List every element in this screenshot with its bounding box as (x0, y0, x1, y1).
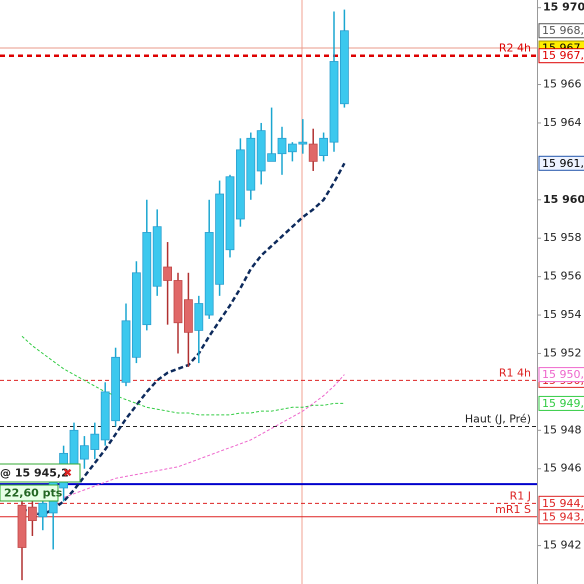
order-box[interactable]: @ 15 945,2 ✖ 22,60 pts (0, 463, 81, 502)
candle-body (38, 502, 48, 518)
level-name: R1 4h (499, 366, 531, 379)
y-tick-label: 15 966 (543, 78, 582, 91)
price-tag (538, 395, 584, 411)
order-size: 22,60 pts (4, 487, 63, 500)
candle-body (90, 433, 100, 450)
candle-body (183, 299, 193, 333)
candle-body (277, 137, 287, 155)
candle-body (131, 272, 141, 358)
candle-body (308, 143, 318, 162)
price-tag-label: 15 949,4 (542, 397, 584, 410)
y-tick-label: 15 970 (543, 1, 584, 14)
y-tick-label: 15 942 (543, 539, 582, 552)
candle-body (329, 61, 339, 143)
candle-body (111, 356, 120, 422)
y-tick-label: 15 954 (543, 308, 582, 321)
candle-body (194, 303, 204, 331)
price-tag (538, 509, 584, 525)
candle-body (246, 137, 256, 191)
y-tick-label: 15 964 (543, 116, 582, 129)
price-tag-label: 15 968,8 (542, 24, 584, 37)
candle-body (204, 232, 214, 316)
order-price: @ 15 945,2 (0, 467, 69, 480)
candle-body (69, 429, 79, 470)
candle-body (17, 504, 27, 548)
candle-body (173, 280, 183, 324)
candle-body (100, 391, 110, 441)
level-name: mR1 S (495, 503, 531, 516)
price-tag-label: 15 961,9 (542, 157, 584, 170)
candle-body (256, 130, 266, 172)
candle-body (152, 226, 162, 287)
candle-body (225, 176, 235, 251)
candle-body (267, 153, 277, 162)
y-tick-label: 15 958 (543, 231, 582, 244)
price-tag (538, 23, 584, 39)
y-tick-label: 15 956 (543, 270, 582, 283)
level-name: Haut (J, Pré) (465, 412, 531, 425)
candle-body (80, 445, 89, 460)
close-icon[interactable]: ✖ (63, 467, 72, 480)
candle-body (298, 141, 308, 145)
order-size-frame (0, 484, 59, 502)
moving-average (21, 162, 346, 517)
moving-average (21, 335, 345, 416)
candle-body (235, 149, 245, 220)
price-tag (538, 367, 584, 383)
candle-body (215, 193, 225, 285)
candle-body (287, 143, 297, 153)
price-tag-label: 15 943,5 (542, 510, 584, 523)
y-tick-label: 15 960 (543, 193, 584, 206)
candle-body (319, 137, 329, 157)
price-tag (538, 155, 584, 171)
moving-average (63, 374, 345, 499)
order-frame (0, 463, 81, 483)
candle-body (121, 320, 131, 383)
candle-body (339, 30, 349, 105)
y-tick-label: 15 952 (543, 346, 582, 359)
y-tick-label: 15 946 (543, 462, 582, 475)
candle-body (27, 506, 37, 522)
level-name: R1 J (510, 489, 531, 502)
candle-body (142, 232, 152, 326)
price-tag-label: 15 967,5 (542, 49, 584, 62)
candle-body (163, 266, 173, 281)
price-tag-label: 15 944,2 (542, 497, 584, 510)
y-tick-label: 15 948 (543, 423, 582, 436)
price-tag-label: 15 950,9 (542, 368, 584, 381)
level-name: R2 4h (499, 42, 531, 55)
price-tag (538, 48, 584, 64)
